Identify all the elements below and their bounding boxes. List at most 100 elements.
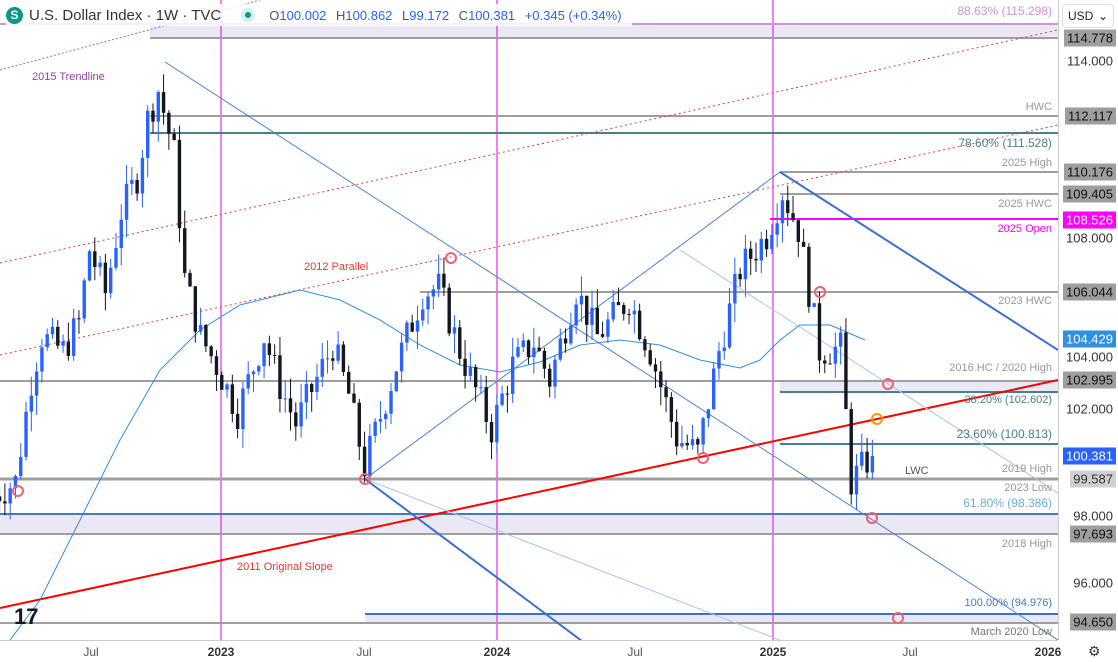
candle xyxy=(29,395,34,412)
candle xyxy=(315,376,319,393)
price-label: 110.176 xyxy=(1063,163,1116,181)
descending-trendline-2025[interactable] xyxy=(779,171,1058,351)
candle xyxy=(241,388,245,430)
candle xyxy=(870,455,875,473)
candle xyxy=(548,368,552,387)
candle xyxy=(558,338,562,360)
candle xyxy=(537,347,541,351)
light-parallel-lower[interactable] xyxy=(364,478,836,640)
candle xyxy=(214,356,219,375)
markers xyxy=(12,252,904,624)
candle xyxy=(505,393,510,395)
candle xyxy=(585,295,589,325)
candle xyxy=(405,322,409,343)
candle xyxy=(246,374,250,389)
original-slope-2011[interactable] xyxy=(0,379,1058,609)
descending-trendline-2023[interactable] xyxy=(364,478,610,640)
horizontal-levels xyxy=(0,23,1058,624)
marker-circle xyxy=(892,612,904,624)
candle xyxy=(817,303,822,361)
settings-icon[interactable]: ⚙ xyxy=(1088,643,1101,659)
candle xyxy=(510,356,515,394)
red-dotted-upper[interactable] xyxy=(0,29,1058,264)
candle xyxy=(595,307,600,335)
label-parallel-2012: 2012 Parallel xyxy=(304,261,369,273)
candle xyxy=(34,371,39,396)
candle xyxy=(230,384,235,414)
price-axis[interactable]: 114.778 114.000 112.117 110.176 109.405 108.5… xyxy=(1058,0,1118,640)
candle xyxy=(801,241,806,247)
tradingview-logo[interactable]: 17 xyxy=(14,604,38,629)
candle xyxy=(706,409,711,419)
candle xyxy=(711,368,716,410)
candle xyxy=(257,366,261,372)
candle xyxy=(516,347,520,357)
marker-circle xyxy=(697,452,709,464)
candle xyxy=(473,367,478,388)
candle xyxy=(331,358,335,361)
candle xyxy=(743,248,748,280)
label-original-slope-2011: 2011 Original Slope xyxy=(237,561,333,573)
candle xyxy=(637,310,642,340)
price-label: 99.587 xyxy=(1070,470,1116,488)
price-label: 109.405 xyxy=(1063,185,1116,203)
label-trendline-2015: 2015 Trendline xyxy=(32,71,105,83)
candle xyxy=(262,343,266,367)
candle xyxy=(172,133,176,141)
candle xyxy=(336,344,340,361)
candle xyxy=(13,476,18,489)
label-fib-236: 23.60% (100.813) xyxy=(956,427,1052,441)
price-label: 98.000 xyxy=(1073,508,1113,524)
symbol-title[interactable]: U.S. Dollar Index · 1W · TVC xyxy=(29,6,222,24)
candle xyxy=(183,228,187,273)
price-label: 104.000 xyxy=(1066,349,1113,365)
label-fib-8863: 88.63% (115.298) xyxy=(957,4,1052,18)
candle xyxy=(463,358,467,376)
chevron-down-icon: ⌄ xyxy=(1097,9,1108,23)
candle xyxy=(738,273,742,280)
candle xyxy=(648,350,652,365)
candle xyxy=(50,326,55,335)
candle xyxy=(532,347,536,358)
ohlc-values: O100.002 H100.862 L99.172 C100.381 +0.34… xyxy=(269,7,622,23)
candle xyxy=(362,446,367,477)
price-label: 106.044 xyxy=(1063,283,1116,301)
chart-header: S U.S. Dollar Index · 1W · TVC O100.002 … xyxy=(6,4,632,26)
candle xyxy=(8,488,12,504)
candle xyxy=(526,340,531,358)
label-2023-hwc: 2023 HWC xyxy=(998,295,1052,307)
parallel-2012[interactable] xyxy=(0,124,1058,356)
candle xyxy=(3,501,7,504)
candle xyxy=(272,355,277,357)
descending-channel-upper[interactable] xyxy=(164,61,1058,640)
marker-circle xyxy=(866,512,878,524)
candle xyxy=(452,327,457,334)
candle xyxy=(56,326,60,346)
candle xyxy=(764,238,769,250)
candle xyxy=(574,304,578,326)
candle xyxy=(304,384,309,403)
candle xyxy=(0,496,2,502)
candle xyxy=(489,421,494,443)
candle xyxy=(770,234,774,250)
candle xyxy=(468,367,473,376)
change-value: +0.345 (+0.34%) xyxy=(524,7,622,23)
vertical-markers xyxy=(220,0,774,640)
candle xyxy=(479,387,483,389)
candle xyxy=(426,296,430,310)
price-chart[interactable]: 17 xyxy=(0,0,1058,640)
candle xyxy=(754,258,758,261)
candle xyxy=(66,341,71,356)
time-axis[interactable]: Jul 2023 Jul 2024 Jul 2025 Jul 2026 xyxy=(0,640,1061,662)
candle xyxy=(135,179,139,194)
candle xyxy=(563,338,568,344)
candle xyxy=(860,451,864,466)
currency-select[interactable]: USD ⌄ xyxy=(1062,4,1114,28)
candle xyxy=(786,200,790,214)
candle xyxy=(225,384,229,390)
candle xyxy=(722,347,726,352)
candle xyxy=(553,359,557,387)
light-parallel-upper[interactable] xyxy=(679,249,1058,494)
candle xyxy=(299,402,303,427)
candle xyxy=(500,393,504,405)
